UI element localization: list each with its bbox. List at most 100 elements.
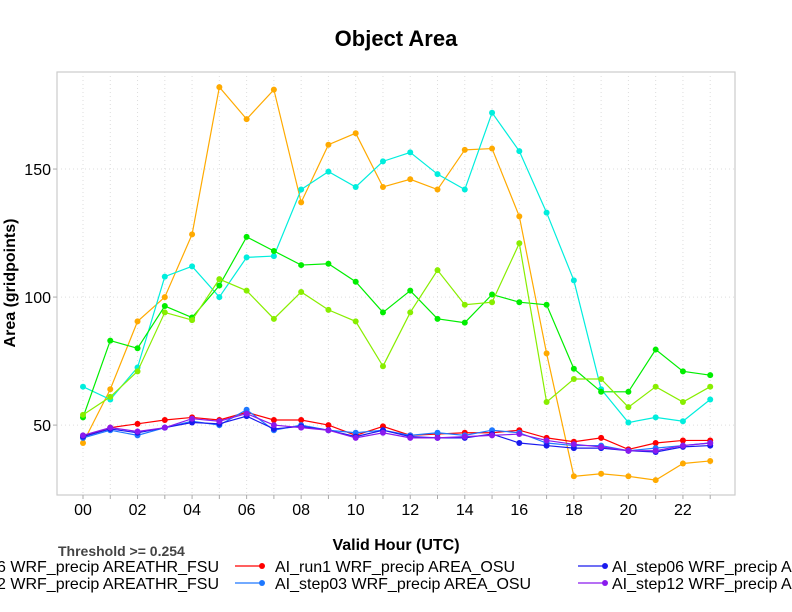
x-axis-ticks: 00 02 04 06 08 10 12 14 16 18 20 22 xyxy=(74,495,711,519)
data-point xyxy=(298,199,305,206)
series-line xyxy=(82,236,711,418)
data-point xyxy=(489,109,496,116)
data-point xyxy=(461,301,468,308)
series-line xyxy=(82,111,711,424)
data-point xyxy=(270,253,277,260)
data-point xyxy=(652,477,659,484)
series-0 xyxy=(80,84,714,484)
data-point xyxy=(189,231,196,238)
data-point xyxy=(80,411,86,418)
data-point xyxy=(270,315,277,322)
data-point xyxy=(270,416,277,423)
x-tick-label: 00 xyxy=(74,502,92,519)
legend-label: AI_run1 WRF_precip AREA_OSU xyxy=(275,559,515,576)
data-point xyxy=(570,365,577,372)
data-point xyxy=(461,186,468,193)
series-7 xyxy=(80,410,714,454)
x-tick-label: 08 xyxy=(292,502,310,519)
data-point xyxy=(270,86,277,93)
data-point xyxy=(216,294,223,301)
data-point xyxy=(134,368,141,375)
data-point xyxy=(489,291,496,298)
data-point xyxy=(652,440,659,447)
data-point xyxy=(270,422,277,429)
legend-label-partial-2: 2 WRF_precip AREATHR_FSU xyxy=(0,576,219,593)
data-point xyxy=(543,350,550,357)
data-point xyxy=(461,146,468,153)
data-point xyxy=(216,276,223,283)
data-point xyxy=(216,418,223,425)
data-point xyxy=(352,434,359,441)
data-point xyxy=(625,404,632,411)
data-point xyxy=(652,383,659,390)
data-point xyxy=(325,260,332,267)
data-point xyxy=(679,437,686,444)
data-point xyxy=(625,473,632,480)
data-point xyxy=(325,168,332,175)
data-point xyxy=(379,309,386,316)
y-axis-label: Area (gridpoints) xyxy=(2,219,19,348)
data-point xyxy=(434,429,441,436)
x-tick-label: 02 xyxy=(129,502,147,519)
data-point xyxy=(707,372,714,379)
series-line xyxy=(82,241,711,416)
data-point xyxy=(652,414,659,421)
data-point xyxy=(379,158,386,165)
data-point xyxy=(598,434,605,441)
data-point xyxy=(80,440,86,447)
x-tick-label: 10 xyxy=(347,502,365,519)
data-point xyxy=(707,396,714,403)
data-point xyxy=(516,148,523,155)
data-point xyxy=(679,418,686,425)
data-point xyxy=(243,116,250,123)
x-tick-label: 04 xyxy=(183,502,201,519)
data-point xyxy=(298,186,305,193)
x-tick-label: 22 xyxy=(674,502,692,519)
series-line xyxy=(82,411,711,451)
data-point xyxy=(189,263,196,270)
data-point xyxy=(216,84,223,91)
data-point xyxy=(434,186,441,193)
data-point xyxy=(489,299,496,306)
data-point xyxy=(352,130,359,137)
data-point xyxy=(80,383,86,390)
data-point xyxy=(80,432,86,439)
data-point xyxy=(570,277,577,284)
y-tick-label: 150 xyxy=(24,162,51,179)
data-point xyxy=(134,420,141,427)
data-point xyxy=(625,388,632,395)
data-point xyxy=(134,428,141,435)
data-point xyxy=(134,345,141,352)
legend-label: AI_step06 WRF_precip A xyxy=(612,559,792,576)
legend-marker xyxy=(259,580,265,586)
chart-title: Object Area xyxy=(335,26,458,51)
data-point xyxy=(243,233,250,240)
data-point xyxy=(489,432,496,439)
data-point xyxy=(298,416,305,423)
data-point xyxy=(598,388,605,395)
data-point xyxy=(161,416,168,423)
y-axis-ticks: 50 100 150 xyxy=(24,162,57,435)
data-point xyxy=(543,301,550,308)
data-point xyxy=(270,247,277,254)
series-3 xyxy=(80,240,714,418)
data-point xyxy=(707,383,714,390)
data-point xyxy=(298,288,305,295)
x-axis-label: Valid Hour (UTC) xyxy=(332,537,459,554)
data-point xyxy=(543,437,550,444)
legend-marker xyxy=(602,563,608,569)
data-point xyxy=(679,368,686,375)
data-point xyxy=(625,447,632,454)
data-point xyxy=(379,363,386,370)
data-point xyxy=(461,319,468,326)
data-point xyxy=(461,433,468,440)
data-point xyxy=(679,399,686,406)
data-point xyxy=(243,410,250,417)
data-point xyxy=(543,209,550,216)
legend-label-partial-1: 6 WRF_precip AREATHR_FSU xyxy=(0,559,219,576)
data-point xyxy=(516,299,523,306)
data-point xyxy=(298,262,305,269)
legend-marker xyxy=(602,580,608,586)
data-point xyxy=(652,346,659,353)
